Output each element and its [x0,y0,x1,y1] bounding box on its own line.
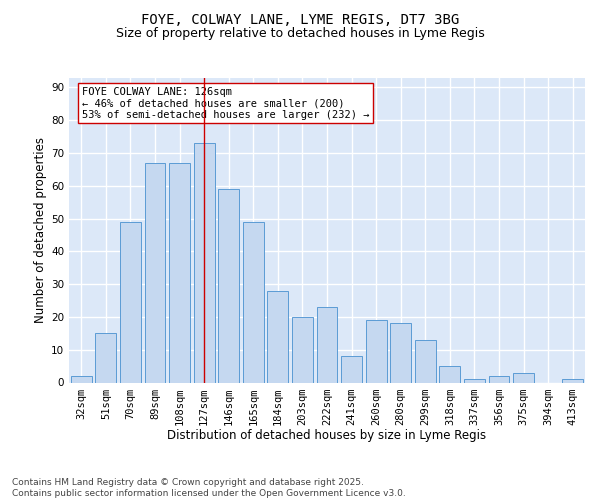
Text: FOYE, COLWAY LANE, LYME REGIS, DT7 3BG: FOYE, COLWAY LANE, LYME REGIS, DT7 3BG [141,12,459,26]
Bar [194,143,215,382]
Bar [71,376,92,382]
Bar [390,324,411,382]
Bar [513,372,534,382]
Bar [415,340,436,382]
Bar [439,366,460,382]
Bar [464,379,485,382]
Bar [145,163,166,382]
Bar [120,222,141,382]
Bar [488,376,509,382]
Text: FOYE COLWAY LANE: 126sqm
← 46% of detached houses are smaller (200)
53% of semi-: FOYE COLWAY LANE: 126sqm ← 46% of detach… [82,86,370,120]
Bar [268,290,289,382]
Text: Size of property relative to detached houses in Lyme Regis: Size of property relative to detached ho… [116,28,484,40]
Bar [243,222,264,382]
Y-axis label: Number of detached properties: Number of detached properties [34,137,47,323]
Bar [317,307,337,382]
Bar [562,379,583,382]
Bar [218,189,239,382]
Bar [169,163,190,382]
Text: Contains HM Land Registry data © Crown copyright and database right 2025.
Contai: Contains HM Land Registry data © Crown c… [12,478,406,498]
Bar [341,356,362,382]
X-axis label: Distribution of detached houses by size in Lyme Regis: Distribution of detached houses by size … [167,429,487,442]
Bar [292,317,313,382]
Bar [365,320,386,382]
Bar [95,334,116,382]
